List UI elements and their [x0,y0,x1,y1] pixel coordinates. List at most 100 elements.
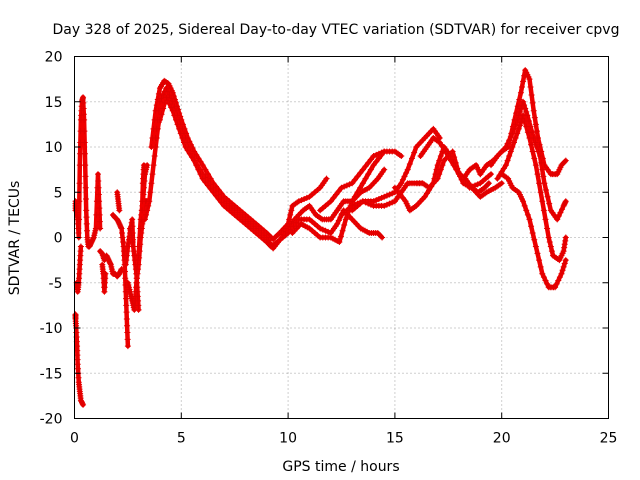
data-point-marker [391,184,398,191]
data-point-marker [120,239,127,246]
x-tick-label: 25 [600,431,618,447]
data-point-marker [76,162,83,169]
data-point-marker [158,95,165,102]
data-point-marker [128,219,135,226]
data-point-marker [202,179,209,186]
data-point-marker [155,90,162,97]
data-point-marker [191,157,198,164]
data-point-marker [524,129,531,136]
data-point-marker [335,217,342,224]
data-point-marker [370,153,377,160]
data-point-marker [336,239,343,246]
data-point-marker [561,260,568,267]
data-point-marker [559,206,566,213]
data-point-marker [81,116,88,123]
data-point-marker [153,125,160,132]
data-point-marker [83,207,90,214]
data-point-marker [188,154,195,161]
data-point-marker [520,98,527,105]
data-point-marker [197,158,204,165]
data-point-marker [129,234,136,241]
data-point-marker [102,270,109,277]
data-point-marker [338,184,345,191]
data-point-marker [149,171,156,178]
data-point-marker [539,198,546,205]
data-point-marker [82,162,89,169]
data-point-marker [367,156,374,163]
data-point-marker [83,214,90,221]
data-point-marker [96,218,103,225]
axis-ticks: 0 5 10 15 20 25 -20 -15 -10 -5 0 5 10 15 20 [40,50,618,447]
data-point-marker [139,198,146,205]
data-point-marker [506,137,513,144]
data-point-marker [562,198,569,205]
y-tick-label: 15 [45,95,63,111]
data-point-marker [394,188,401,195]
data-point-marker [148,144,155,150]
y-tick-label: 0 [54,231,63,247]
data-point-marker [116,207,123,214]
data-point-marker [81,139,88,146]
series-early-scatter-a [97,248,125,280]
data-point-marker [179,134,186,141]
data-point-marker [383,192,390,199]
data-point-marker [359,166,366,173]
data-point-marker [522,105,529,112]
data-point-marker [404,166,411,173]
data-point-marker [430,180,437,187]
data-point-marker [512,121,519,128]
data-point-marker [562,199,569,206]
data-point-marker [504,157,511,164]
series-trail [157,94,385,249]
data-point-marker [342,216,349,223]
data-point-marker [163,94,170,101]
data-point-marker [287,211,294,218]
data-point-marker [215,196,222,203]
data-point-marker [362,163,369,170]
y-tick-label: 10 [45,140,63,156]
data-point-marker [301,196,308,203]
data-point-marker [540,173,547,180]
data-point-marker [144,207,151,214]
data-point-marker [434,162,441,169]
series-early-spike-down [72,311,87,408]
data-point-marker [97,225,104,232]
data-point-marker [484,181,491,188]
data-point-marker [327,198,334,205]
data-point-marker [186,150,193,157]
data-point-marker [516,122,523,129]
data-point-marker [365,171,372,178]
data-point-marker [562,234,569,241]
data-point-marker [523,108,530,115]
data-point-marker [82,196,89,203]
data-point-marker [560,263,567,270]
data-point-marker [337,233,344,240]
data-point-marker [524,211,531,218]
data-point-marker [539,270,546,277]
data-point-marker [504,140,511,147]
data-point-marker [129,216,136,223]
data-point-marker [160,91,167,98]
data-point-marker [562,237,569,244]
y-tick-label: -5 [49,276,63,292]
data-point-marker [375,150,382,157]
data-point-marker [176,125,183,132]
data-point-marker [389,190,396,197]
data-point-marker [76,198,83,205]
data-point-marker [561,241,568,248]
data-point-marker [512,134,519,141]
data-point-marker [82,173,89,180]
data-point-marker [207,185,214,192]
data-point-marker [354,189,361,196]
data-point-marker [197,171,204,178]
data-point-marker [172,116,179,123]
data-point-marker [436,139,443,146]
data-point-marker [119,229,126,236]
data-point-marker [349,180,356,187]
data-point-marker [517,119,524,126]
series-late-1 [289,148,388,246]
data-point-marker [447,153,454,160]
data-point-marker [195,155,202,162]
data-point-marker [555,277,562,284]
